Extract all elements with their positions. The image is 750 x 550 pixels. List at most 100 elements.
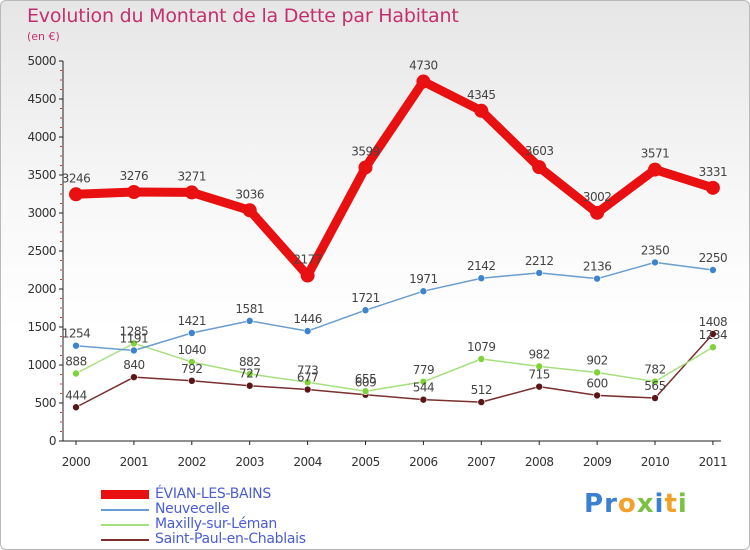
x-tick-label: 2008 <box>525 455 554 469</box>
data-label: 3571 <box>641 147 670 161</box>
data-label: 609 <box>355 376 376 390</box>
data-label: 1971 <box>409 272 438 286</box>
data-point <box>72 369 80 378</box>
legend-item-1[interactable]: Neuvecelle <box>101 501 361 517</box>
x-tick-label: 2006 <box>409 455 438 469</box>
y-tick-label: 3000 <box>27 206 56 220</box>
legend-label-2: Maxilly-sur-Léman <box>155 516 277 532</box>
data-label: 1040 <box>178 343 207 357</box>
data-point <box>709 266 717 274</box>
data-label: 1581 <box>235 302 264 316</box>
data-point <box>709 330 717 338</box>
series-line-3 <box>75 333 714 409</box>
data-label: 840 <box>123 358 144 372</box>
data-point <box>300 268 315 283</box>
data-label: 902 <box>586 353 607 367</box>
brand-letter: P <box>584 489 605 519</box>
data-point <box>419 377 428 386</box>
data-point <box>477 355 486 363</box>
y-tick-label: 2000 <box>27 282 56 296</box>
brand-letter: r <box>604 489 618 519</box>
data-label: 782 <box>644 363 665 377</box>
data-point <box>130 346 138 355</box>
data-point <box>130 373 138 381</box>
data-label: 1234 <box>699 328 728 342</box>
data-point <box>303 327 312 335</box>
legend-item-2[interactable]: Maxilly-sur-Léman <box>101 516 361 532</box>
data-point <box>593 274 601 283</box>
data-label: 2136 <box>583 260 612 274</box>
legend-label-0: ÉVIAN-LES-BAINS <box>155 486 271 502</box>
legend-swatch-3 <box>101 539 149 541</box>
data-point <box>477 274 486 283</box>
series-line-0 <box>71 77 718 281</box>
data-point <box>590 205 605 220</box>
data-point <box>72 341 80 350</box>
data-label: 3276 <box>120 169 149 183</box>
data-label: 2177 <box>293 253 322 267</box>
legend: ÉVIAN-LES-BAINS Neuvecelle Maxilly-sur-L… <box>101 486 361 547</box>
legend-item-0[interactable]: ÉVIAN-LES-BAINS <box>101 486 361 502</box>
data-label: 779 <box>413 363 434 377</box>
brand-letter: t <box>664 489 678 519</box>
x-tick-label: 2007 <box>467 455 496 469</box>
brand-logo: Proxiti <box>584 489 688 519</box>
data-label: 3036 <box>235 187 264 201</box>
data-point <box>651 394 659 402</box>
data-label: 600 <box>586 376 607 390</box>
data-label: 4345 <box>467 88 496 102</box>
data-point <box>535 382 544 391</box>
data-label: 1079 <box>467 340 496 354</box>
data-label: 1285 <box>120 324 149 338</box>
data-label: 1721 <box>351 291 380 305</box>
data-point <box>188 329 196 337</box>
data-point <box>474 103 489 118</box>
x-tick-label: 2002 <box>178 455 207 469</box>
x-tick-label: 2011 <box>699 455 728 469</box>
data-label: 444 <box>65 388 86 402</box>
data-label: 565 <box>644 379 665 393</box>
legend-label-1: Neuvecelle <box>155 501 230 517</box>
data-label: 3331 <box>699 165 728 179</box>
x-tick-label: 2000 <box>62 455 91 469</box>
data-point <box>709 343 717 352</box>
data-point <box>416 74 431 89</box>
data-point <box>535 362 544 371</box>
data-label: 3002 <box>583 190 612 204</box>
y-tick-label: 2500 <box>27 244 56 258</box>
data-label: 4730 <box>409 59 438 73</box>
x-tick-label: 2010 <box>641 455 670 469</box>
data-point <box>245 381 254 390</box>
data-label: 1446 <box>293 312 322 326</box>
data-point <box>419 395 428 404</box>
y-tick-label: 4500 <box>27 92 56 106</box>
data-point <box>188 358 196 366</box>
x-tick-label: 2003 <box>235 455 264 469</box>
data-label: 3246 <box>62 171 91 185</box>
chart-subtitle: (en €) <box>27 30 60 43</box>
x-tick-label: 2001 <box>120 455 149 469</box>
data-label: 982 <box>528 347 549 361</box>
data-point <box>72 403 80 412</box>
brand-letter: o <box>617 489 637 519</box>
axes: 0 500 1000 1500 2000 2500 3000 3500 4000 4500 5000… <box>27 54 727 469</box>
brand-letter: i <box>677 489 688 519</box>
data-label: 512 <box>471 383 492 397</box>
data-point <box>245 317 254 325</box>
data-point <box>705 180 720 195</box>
data-label: 1254 <box>62 327 91 341</box>
data-point <box>361 387 370 396</box>
data-point <box>477 398 486 406</box>
data-label: 715 <box>528 368 549 382</box>
x-tick-label: 2005 <box>351 455 380 469</box>
y-tick-label: 500 <box>35 396 56 410</box>
legend-item-3[interactable]: Saint-Paul-en-Chablais <box>101 531 361 547</box>
data-label: 1191 <box>120 331 149 345</box>
data-point <box>651 258 659 267</box>
x-tick-label: 2004 <box>293 455 322 469</box>
data-label: 2142 <box>467 259 496 273</box>
brand-letter: x <box>636 489 655 519</box>
series-line-2 <box>75 342 714 392</box>
